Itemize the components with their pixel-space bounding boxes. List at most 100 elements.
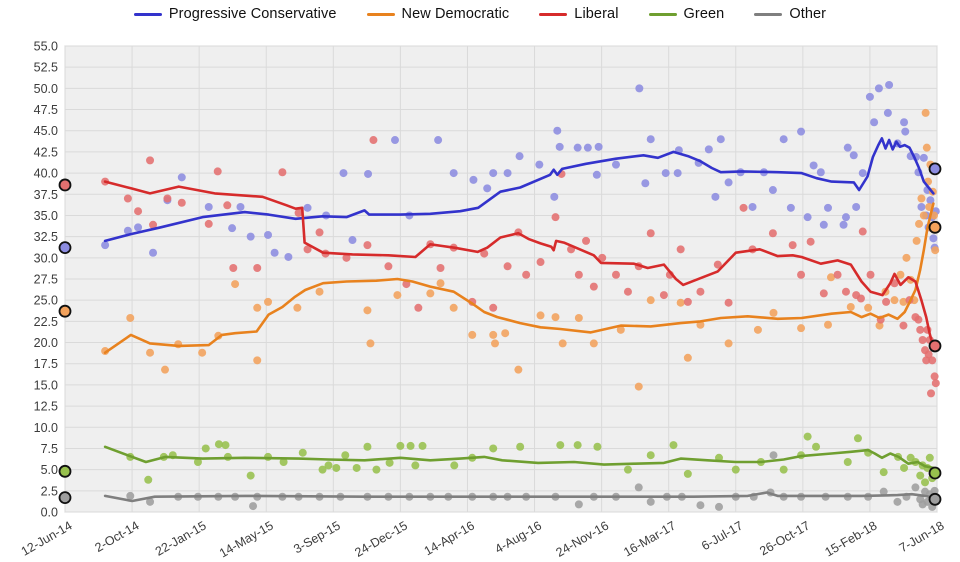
pc-poll-dot bbox=[149, 248, 158, 257]
liberal-poll-dot bbox=[930, 372, 939, 381]
pc-poll-dot bbox=[449, 169, 458, 178]
liberal-poll-dot bbox=[363, 241, 372, 250]
pc-poll-dot bbox=[711, 192, 720, 201]
pc-poll-dot bbox=[204, 202, 213, 211]
liberal-poll-dot bbox=[253, 263, 262, 272]
ndp-poll-dot bbox=[769, 308, 778, 317]
pc-poll-dot bbox=[246, 232, 255, 241]
pc-poll-dot bbox=[885, 80, 894, 89]
ndp-poll-dot bbox=[449, 303, 458, 312]
legend-item-new-democratic: New Democratic bbox=[366, 6, 510, 22]
liberal-poll-dot bbox=[882, 297, 891, 306]
liberal-poll-dot bbox=[646, 229, 655, 238]
ndp-poll-dot bbox=[536, 311, 545, 320]
green-poll-dot bbox=[396, 441, 405, 450]
pc-poll-dot bbox=[550, 192, 559, 201]
legend-item-liberal: Liberal bbox=[539, 6, 618, 22]
green-poll-dot bbox=[372, 465, 381, 474]
green-poll-dot bbox=[201, 444, 210, 453]
liberal-poll-dot bbox=[858, 227, 867, 236]
other-poll-dot bbox=[769, 451, 778, 460]
ndp-poll-dot bbox=[126, 313, 135, 322]
ndp-poll-dot bbox=[826, 273, 835, 282]
pc-poll-dot bbox=[284, 252, 293, 261]
liberal-poll-dot bbox=[768, 229, 777, 238]
other-poll-dot bbox=[126, 491, 135, 500]
x-axis-tick-label: 26-Oct-17 bbox=[757, 518, 812, 558]
pc-poll-dot bbox=[503, 169, 512, 178]
green-poll-dot bbox=[573, 441, 582, 450]
pc-poll-dot bbox=[236, 202, 245, 211]
x-axis-tick-label: 15-Feb-18 bbox=[822, 518, 879, 559]
liberal-poll-dot bbox=[916, 325, 925, 334]
x-axis-tick-label: 4-Aug-16 bbox=[492, 518, 544, 556]
liberal-line-swatch bbox=[539, 12, 568, 16]
liberal-trend-line bbox=[103, 180, 935, 349]
liberal-poll-dot bbox=[414, 303, 423, 312]
pc-2014-result-marker bbox=[58, 241, 72, 255]
other-poll-dot bbox=[715, 502, 723, 511]
liberal-poll-dot bbox=[724, 298, 733, 307]
ndp-2014-result-marker bbox=[58, 304, 72, 318]
x-axis-tick-label: 2-Oct-14 bbox=[92, 518, 141, 554]
green-trend-line bbox=[103, 445, 935, 470]
pc-2018-result-marker bbox=[928, 162, 942, 176]
ndp-poll-dot bbox=[253, 303, 262, 312]
other-poll-dot bbox=[893, 497, 902, 506]
x-axis-tick-label: 14-May-15 bbox=[217, 518, 276, 560]
liberal-poll-dot bbox=[611, 270, 620, 279]
green-poll-dot bbox=[411, 461, 420, 470]
y-axis-tick-label: 55.0 bbox=[34, 40, 58, 54]
green-poll-dot bbox=[298, 448, 307, 457]
pc-poll-dot bbox=[594, 142, 603, 151]
legend-item-green: Green bbox=[648, 6, 725, 22]
green-poll-dot bbox=[623, 465, 632, 474]
liberal-poll-dot bbox=[574, 270, 583, 279]
liberal-poll-dot bbox=[927, 389, 936, 398]
pc-poll-dot bbox=[123, 226, 132, 235]
liberal-poll-dot bbox=[223, 201, 232, 210]
other-2014-result-marker bbox=[58, 491, 72, 504]
x-axis-tick-label: 16-Mar-17 bbox=[621, 518, 678, 559]
ndp-poll-dot bbox=[646, 296, 655, 305]
green-poll-dot bbox=[193, 458, 202, 467]
pc-poll-dot bbox=[303, 203, 312, 212]
ndp-poll-dot bbox=[902, 253, 911, 262]
ndp-poll-dot bbox=[293, 303, 302, 312]
green-poll-dot bbox=[853, 434, 862, 443]
other-trend-line bbox=[103, 491, 935, 503]
green-poll-dot bbox=[843, 458, 852, 467]
green-poll-dot bbox=[812, 442, 821, 451]
liberal-poll-dot bbox=[928, 356, 937, 365]
green-poll-dot bbox=[803, 432, 812, 441]
pc-poll-dot bbox=[865, 92, 874, 101]
liberal-poll-dot bbox=[384, 262, 393, 271]
green-2018-result-marker bbox=[928, 466, 942, 480]
ndp-poll-dot bbox=[491, 339, 500, 348]
other-poll-dot bbox=[911, 483, 920, 492]
chart-legend: Progressive Conservative New Democratic … bbox=[0, 6, 960, 22]
green-2014-result-marker bbox=[58, 464, 72, 478]
liberal-poll-dot bbox=[480, 249, 489, 258]
y-axis-tick-label: 35.0 bbox=[34, 209, 58, 223]
pc-poll-dot bbox=[339, 169, 348, 178]
x-axis-tick-label: 24-Nov-16 bbox=[554, 518, 612, 559]
pc-poll-dot bbox=[390, 136, 399, 145]
liberal-poll-dot bbox=[623, 287, 632, 296]
y-axis-tick-label: 50.0 bbox=[34, 82, 58, 96]
ndp-poll-dot bbox=[753, 325, 762, 334]
legend-label-ndp: New Democratic bbox=[401, 6, 510, 22]
pc-poll-dot bbox=[819, 220, 828, 229]
pc-poll-dot bbox=[816, 168, 825, 177]
ndp-poll-dot bbox=[161, 365, 170, 374]
ndp-poll-dot bbox=[824, 320, 832, 329]
liberal-poll-dot bbox=[536, 258, 545, 267]
green-poll-dot bbox=[450, 461, 459, 470]
pc-poll-dot bbox=[716, 135, 725, 144]
liberal-poll-dot bbox=[713, 260, 722, 269]
liberal-poll-dot bbox=[303, 245, 312, 254]
pc-poll-dot bbox=[858, 169, 867, 178]
liberal-poll-dot bbox=[522, 270, 531, 279]
y-axis-tick-label: 45.0 bbox=[34, 124, 58, 138]
pc-poll-dot bbox=[786, 203, 795, 212]
